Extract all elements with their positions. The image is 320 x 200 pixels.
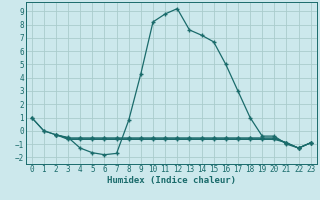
X-axis label: Humidex (Indice chaleur): Humidex (Indice chaleur) <box>107 176 236 185</box>
